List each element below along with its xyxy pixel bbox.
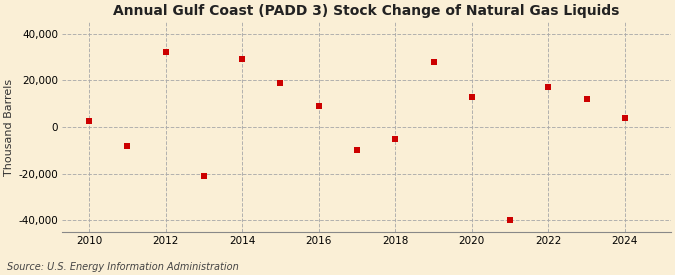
Point <box>84 119 95 123</box>
Point <box>275 81 286 85</box>
Point <box>122 144 133 148</box>
Y-axis label: Thousand Barrels: Thousand Barrels <box>4 78 14 175</box>
Point <box>313 104 324 108</box>
Point <box>428 60 439 64</box>
Point <box>581 97 592 101</box>
Point <box>620 116 630 120</box>
Point <box>160 50 171 55</box>
Point <box>198 174 209 178</box>
Point <box>352 148 362 153</box>
Point <box>237 57 248 62</box>
Point <box>543 85 554 90</box>
Point <box>466 95 477 99</box>
Point <box>505 218 516 222</box>
Point <box>390 136 401 141</box>
Title: Annual Gulf Coast (PADD 3) Stock Change of Natural Gas Liquids: Annual Gulf Coast (PADD 3) Stock Change … <box>113 4 620 18</box>
Text: Source: U.S. Energy Information Administration: Source: U.S. Energy Information Administ… <box>7 262 238 272</box>
